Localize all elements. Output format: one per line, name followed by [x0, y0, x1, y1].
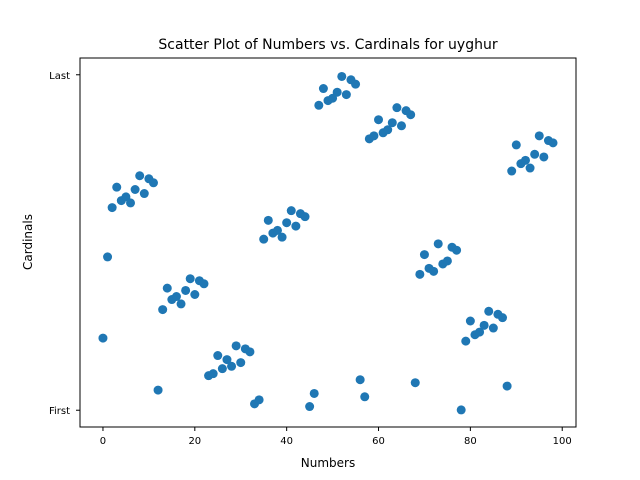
scatter-point — [498, 313, 508, 323]
scatter-point — [107, 203, 117, 213]
x-tick-label: 20 — [188, 436, 201, 447]
scatter-point — [103, 252, 113, 262]
scatter-point — [433, 239, 443, 249]
scatter-point — [374, 115, 384, 125]
scatter-point — [286, 206, 296, 216]
scatter-point — [511, 140, 521, 150]
scatter-point — [259, 234, 269, 244]
scatter-point — [410, 378, 420, 388]
x-axis-label: Numbers — [301, 456, 355, 470]
scatter-point — [539, 152, 549, 162]
scatter-point — [406, 110, 416, 120]
scatter-point — [520, 155, 530, 165]
scatter-point — [502, 381, 512, 391]
chart-title: Scatter Plot of Numbers vs. Cardinals fo… — [158, 37, 497, 53]
y-axis-label: Cardinals — [21, 214, 35, 270]
scatter-point — [369, 131, 379, 141]
scatter-point — [452, 245, 462, 255]
scatter-point — [135, 171, 145, 181]
x-tick-label: 80 — [464, 436, 477, 447]
scatter-point — [282, 218, 292, 228]
scatter-point — [360, 392, 370, 402]
scatter-point — [158, 305, 168, 315]
y-axis-ticks: First Last — [49, 71, 80, 417]
scatter-point — [245, 347, 255, 357]
scatter-point — [181, 285, 191, 295]
scatter-point — [341, 90, 351, 100]
scatter-point — [263, 215, 273, 225]
scatter-point — [534, 131, 544, 141]
x-axis-ticks: 0 20 40 60 80 100 — [100, 427, 572, 447]
scatter-point — [507, 166, 517, 176]
scatter-point — [465, 316, 475, 326]
scatter-point — [392, 103, 402, 113]
plot-area — [79, 57, 577, 428]
scatter-point — [300, 212, 310, 222]
scatter-point — [332, 87, 342, 97]
scatter-point — [162, 283, 172, 293]
scatter-point — [217, 364, 227, 374]
scatter-point — [176, 299, 186, 309]
scatter-point — [291, 221, 301, 231]
scatter-point — [396, 121, 406, 131]
scatter-point — [126, 198, 136, 208]
scatter-point — [227, 361, 237, 371]
x-tick-label: 40 — [280, 436, 293, 447]
scatter-point — [530, 149, 540, 159]
scatter-point — [456, 405, 466, 415]
scatter-point — [153, 385, 163, 395]
scatter-point — [222, 355, 232, 365]
scatter-points — [98, 71, 558, 415]
scatter-point — [254, 395, 264, 405]
scatter-point — [277, 232, 287, 242]
x-tick-label: 0 — [100, 436, 106, 447]
scatter-point — [484, 306, 494, 316]
scatter-point — [429, 266, 439, 276]
axes — [79, 57, 577, 428]
scatter-point — [231, 341, 241, 351]
y-tick-label: First — [49, 406, 70, 417]
scatter-point — [139, 189, 149, 199]
scatter-point — [461, 336, 471, 346]
scatter-point — [525, 163, 535, 173]
x-tick-label: 100 — [553, 436, 572, 447]
scatter-point — [415, 269, 425, 279]
scatter-point — [112, 182, 122, 192]
scatter-point — [305, 402, 315, 412]
scatter-point — [185, 274, 195, 284]
scatter-point — [475, 327, 485, 337]
scatter-point — [355, 375, 365, 385]
scatter-point — [236, 358, 246, 368]
scatter-point — [419, 250, 429, 260]
scatter-point — [130, 184, 140, 194]
x-tick-label: 60 — [372, 436, 385, 447]
scatter-point — [351, 79, 361, 89]
scatter-point — [208, 369, 218, 379]
scatter-point — [479, 320, 489, 330]
scatter-point — [337, 71, 347, 81]
scatter-point — [213, 351, 223, 361]
scatter-point — [190, 289, 200, 299]
scatter-point — [318, 84, 328, 94]
scatter-point — [272, 225, 282, 235]
scatter-point — [488, 323, 498, 333]
scatter-point — [199, 279, 209, 289]
y-tick-label: Last — [49, 71, 70, 82]
scatter-point — [387, 118, 397, 128]
scatter-point — [548, 138, 558, 148]
scatter-point — [314, 100, 324, 110]
scatter-point — [309, 388, 319, 398]
scatter-point — [171, 292, 181, 302]
scatter-point — [383, 125, 393, 135]
scatter-point — [148, 178, 158, 188]
scatter-point — [442, 256, 452, 266]
scatter-point — [98, 333, 108, 343]
